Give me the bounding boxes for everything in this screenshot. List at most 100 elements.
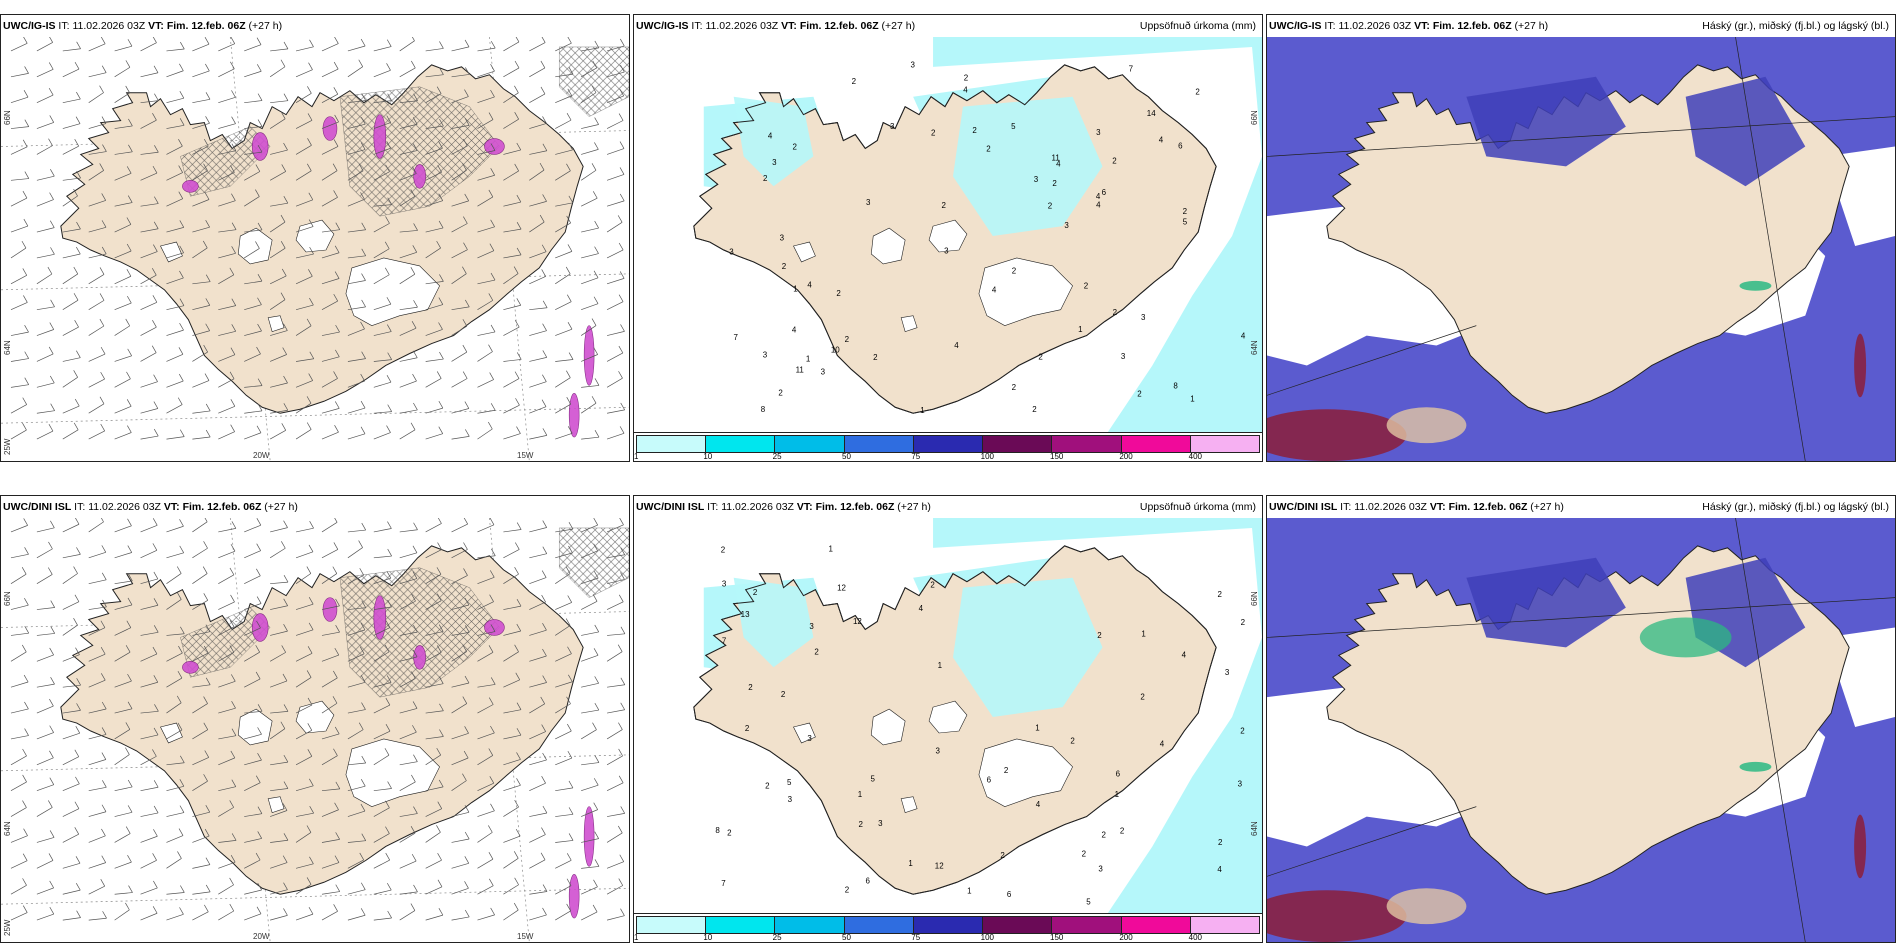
wind-barb <box>555 573 571 584</box>
precip-value-label: 8 <box>715 826 720 835</box>
wind-barb <box>62 833 79 843</box>
wind-barb-flag <box>620 324 625 332</box>
wind-barb-flag <box>567 723 572 732</box>
precip-value-label: 3 <box>878 819 883 828</box>
wind-barb-flag <box>594 676 599 684</box>
wind-barb-flag <box>281 423 287 431</box>
wind-barb-flag <box>463 138 468 147</box>
colorbar-swatch <box>637 436 707 452</box>
wind-barb <box>36 145 53 155</box>
wind-barb <box>581 354 598 362</box>
wind-barb <box>347 255 366 259</box>
precip-value-label: 2 <box>1183 207 1188 216</box>
map-canvas[interactable] <box>1267 518 1895 942</box>
precip-value-label: 2 <box>1070 736 1075 745</box>
wind-barb-flag <box>23 518 28 526</box>
map-canvas[interactable] <box>1267 37 1895 461</box>
wind-barb-flag <box>464 597 470 606</box>
wind-barb-flag <box>413 884 418 893</box>
wind-barb-flag <box>74 801 80 809</box>
wind-barb <box>88 253 107 259</box>
wind-barb-flag <box>127 518 132 526</box>
wind-barb-flag <box>333 670 338 679</box>
map-canvas[interactable] <box>1 37 629 461</box>
wind-barb-flag <box>257 831 263 839</box>
wind-barb <box>580 729 597 740</box>
wind-barb <box>451 862 469 869</box>
wind-barb-flag <box>101 855 107 863</box>
wind-barb <box>10 43 28 52</box>
wind-barb-flag <box>385 620 391 628</box>
wind-barb-flag <box>565 618 571 626</box>
wind-barb <box>373 889 392 895</box>
wind-barb-flag <box>565 566 571 574</box>
wind-barb-flag <box>47 266 53 275</box>
wind-barb-flag <box>361 273 366 281</box>
convective-precip-patch <box>322 597 338 622</box>
wind-barb-flag <box>488 189 494 198</box>
wind-barb-flag <box>50 299 55 307</box>
map-canvas[interactable]: 1 1 2 3 7 4 2 2 1 2 2 5 6 12 13 8 2 6 7 6 3 2 1 2 2 3 2 3 3 3 2 3 2 12 12 3… <box>634 518 1262 942</box>
wind-barb <box>88 885 105 895</box>
wind-barb-flag <box>308 192 314 200</box>
wind-barb-flag <box>489 518 495 525</box>
wind-barb-flag <box>384 748 390 756</box>
wind-barb-flag <box>101 65 107 73</box>
wind-barb <box>10 384 29 388</box>
wind-barb <box>269 728 286 740</box>
wind-barb-flag <box>488 112 494 120</box>
wind-barb-flag <box>283 781 289 789</box>
wind-barb-flag <box>439 703 444 711</box>
wind-barb-flag <box>231 779 237 787</box>
map-canvas[interactable]: 1 2 1 3 3 3 4 4 5 2 2 2 3 2 2 6 7 10 8 3 8 6 14 4 4 2 4 3 3 3 2 2 7 3 3 11 1… <box>634 37 1262 461</box>
lead-time: (+27 h) <box>264 501 298 513</box>
wind-barb-flag <box>618 878 624 886</box>
map-canvas[interactable] <box>1 518 629 942</box>
wind-barb-flag <box>567 244 573 252</box>
wind-barb <box>503 909 519 921</box>
wind-barb-flag <box>308 906 314 915</box>
wind-barb-flag <box>125 318 131 327</box>
high-cloud-patch <box>1739 280 1772 291</box>
wind-barb <box>10 807 27 817</box>
wind-barb <box>321 170 338 181</box>
wind-barb <box>529 67 546 78</box>
wind-barb-flag <box>514 163 519 172</box>
wind-barb <box>140 301 158 311</box>
wind-barb-flag <box>74 319 79 328</box>
wind-barb-flag <box>334 37 339 44</box>
wind-barb <box>347 607 366 610</box>
wind-barb <box>244 353 261 362</box>
wind-barb-flag <box>101 116 107 124</box>
wind-barb <box>606 120 624 129</box>
wind-barb <box>270 354 287 362</box>
wind-barb-flag <box>23 828 28 836</box>
wind-barb-flag <box>437 165 442 173</box>
precip-value-label: 2 <box>1137 389 1142 398</box>
wind-barb <box>503 679 520 688</box>
wind-barb-flag <box>438 193 444 201</box>
wind-barb-flag <box>490 272 496 281</box>
wind-barb <box>10 708 29 714</box>
wind-barb <box>321 654 339 662</box>
wind-barb <box>88 226 107 233</box>
wind-barb-flag <box>387 404 392 412</box>
wind-barb-flag <box>514 319 520 328</box>
mid-cloud-over-land <box>1466 76 1626 167</box>
wind-barb-flag <box>594 246 599 254</box>
wind-barb <box>321 356 340 362</box>
precip-value-label: 1 <box>908 859 913 868</box>
wind-barb-flag <box>50 626 56 634</box>
wind-barb <box>321 605 340 610</box>
wind-barb-flag <box>413 93 418 101</box>
wind-barb <box>529 759 547 766</box>
wind-barb <box>295 199 313 207</box>
wind-barb <box>321 300 338 311</box>
wind-barb <box>529 169 545 181</box>
wind-barb-flag <box>306 396 312 404</box>
wind-barb <box>581 809 598 817</box>
wind-barb-flag <box>490 907 495 916</box>
wind-barb <box>166 702 182 714</box>
wind-barb-flag <box>335 349 340 358</box>
wind-barb-flag <box>332 566 338 574</box>
